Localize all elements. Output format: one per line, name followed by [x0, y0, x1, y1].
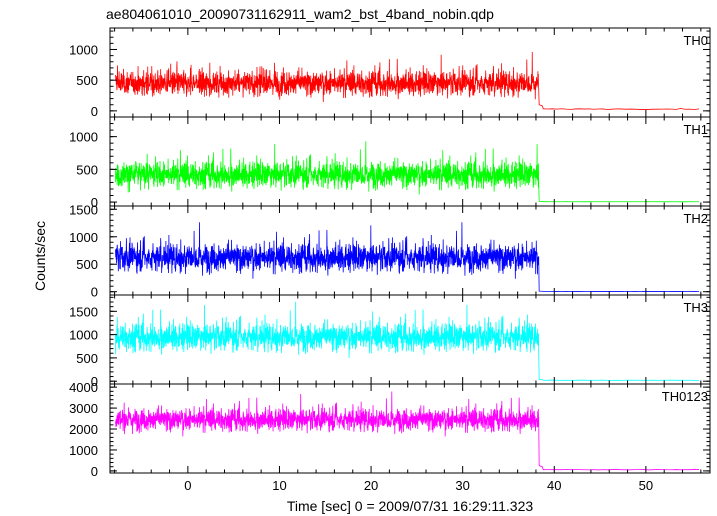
series-label-th1: TH1 [683, 122, 708, 137]
x-axis-title: Time [sec] 0 = 2009/07/31 16:29:11.323 [287, 498, 534, 514]
panels-group: 05001000TH005001000TH1050010001500TH2050… [69, 27, 711, 493]
series-label-th0123: TH0123 [662, 389, 708, 404]
y-tick-label: 500 [76, 351, 98, 366]
y-tick-label: 3000 [69, 401, 98, 416]
y-tick-label: 1500 [69, 304, 98, 319]
panel-frame [109, 116, 711, 207]
x-tick-label: 40 [547, 478, 561, 493]
series-label-th2: TH2 [683, 211, 708, 226]
y-tick-label: 500 [76, 73, 98, 88]
panel-th2: 0 500 1000 1500 TH2 [69, 202, 711, 300]
chart-title: ae804061010_20090731162911_wam2_bst_4ban… [106, 6, 494, 22]
series-label-th3: TH3 [683, 300, 708, 315]
y-tick-label: 1000 [69, 443, 98, 458]
series-line-th3 [115, 301, 700, 381]
x-tick-label: 10 [272, 478, 286, 493]
y-tick-label: 4000 [69, 380, 98, 395]
y-axis-title: Counts/sec [32, 221, 48, 291]
y-tick-label: 0 [91, 464, 98, 479]
y-tick-label: 500 [76, 257, 98, 272]
y-tick-label: 1000 [69, 130, 98, 145]
panel-th0123: 0 1000 2000 3000 4000 TH0123 [69, 380, 711, 479]
series-line-th1 [115, 141, 700, 203]
y-tick-label: 1000 [69, 328, 98, 343]
series-line-th2 [115, 222, 700, 292]
panel-frame [109, 383, 711, 474]
x-tick-label: 50 [639, 478, 653, 493]
y-tick-label: 1000 [69, 42, 98, 57]
y-tick-label: 0 [91, 285, 98, 300]
y-tick-label: 1000 [69, 230, 98, 245]
y-tick-label: 1500 [69, 202, 98, 217]
x-tick-label: 0 [184, 478, 191, 493]
y-tick-label: 0 [91, 195, 98, 210]
y-tick-label: 500 [76, 162, 98, 177]
panel-th3: 0 500 1000 1500 TH3 [69, 294, 711, 389]
y-tick-label: 0 [91, 104, 98, 119]
series-label-th0: TH0 [683, 33, 708, 48]
panel-th0: 0 500 1000 TH0 [69, 27, 711, 119]
panel-th1: 0 500 1000 TH1 [69, 116, 711, 210]
y-tick-label: 0 [91, 374, 98, 389]
x-tick-label: 30 [455, 478, 469, 493]
x-tick-label: 20 [364, 478, 378, 493]
series-line-th0123 [115, 391, 700, 471]
y-tick-label: 2000 [69, 422, 98, 437]
series-line-th0 [115, 51, 700, 110]
